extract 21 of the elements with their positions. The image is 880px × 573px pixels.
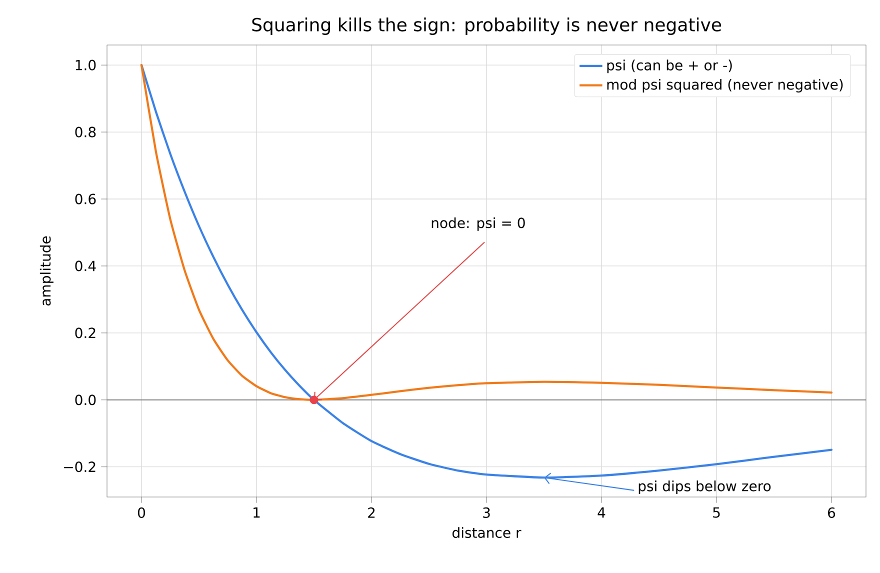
legend-label: mod psi squared (never negative) bbox=[607, 78, 843, 92]
y-axis-title: amplitude bbox=[40, 236, 54, 306]
x-tick-label: 2 bbox=[368, 507, 375, 518]
annotation: node: psi = 0 bbox=[432, 217, 525, 231]
legend-label: psi (can be + or -) bbox=[607, 60, 732, 74]
x-tick-label: 6 bbox=[828, 507, 836, 518]
chart-title: Squaring kills the sign: probability is never negative bbox=[252, 18, 722, 35]
x-tick-label: 4 bbox=[598, 507, 606, 518]
x-axis-title: distance r bbox=[452, 527, 522, 538]
y-tick-label: 0.8 bbox=[75, 126, 96, 138]
y-tick-label: 0.4 bbox=[75, 260, 96, 272]
x-tick-label: 3 bbox=[483, 507, 490, 518]
y-tick-label: 0.2 bbox=[75, 328, 96, 338]
y-tick-label: 1.0 bbox=[76, 60, 96, 70]
annotation: psi dips below zero bbox=[638, 480, 771, 494]
x-tick-label: 1 bbox=[254, 507, 260, 518]
y-tick-label: 0.6 bbox=[75, 194, 96, 204]
y-tick-label: −0.2 bbox=[64, 462, 96, 472]
y-tick-label: 0.0 bbox=[75, 394, 96, 406]
x-tick-label: 5 bbox=[713, 507, 720, 518]
x-tick-label: 0 bbox=[138, 507, 146, 518]
